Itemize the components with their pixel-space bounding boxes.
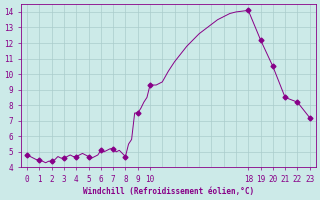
X-axis label: Windchill (Refroidissement éolien,°C): Windchill (Refroidissement éolien,°C)	[83, 187, 254, 196]
